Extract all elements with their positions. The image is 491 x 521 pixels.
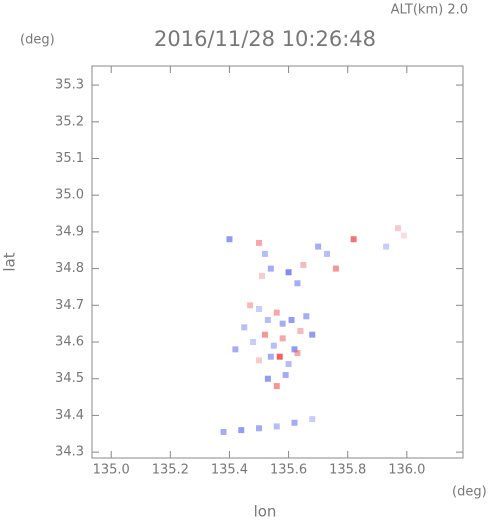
radar-cell — [273, 423, 280, 430]
radar-cell — [267, 353, 274, 360]
chart-title: 2016/11/28 10:26:48 — [154, 27, 376, 51]
x-tick-label: 135.6 — [270, 463, 307, 478]
radar-cell — [383, 243, 390, 250]
radar-cell — [400, 232, 407, 239]
y-tick-label: 34.6 — [55, 335, 84, 350]
radar-cell — [226, 236, 233, 243]
x-axis-label: lon — [254, 503, 277, 521]
x-tick-label: 136.0 — [388, 463, 425, 478]
radar-cell — [288, 316, 295, 323]
y-tick-label: 35.2 — [55, 114, 84, 129]
radar-cell — [241, 324, 248, 331]
radar-cell — [256, 425, 263, 432]
radar-cell — [297, 328, 304, 335]
radar-cell — [294, 280, 301, 287]
x-unit: (deg) — [452, 485, 487, 500]
y-tick-label: 35.1 — [55, 151, 84, 166]
radar-cell — [309, 416, 316, 423]
y-tick-label: 35.3 — [55, 78, 84, 93]
radar-cell — [247, 302, 254, 309]
radar-cell — [264, 375, 271, 382]
plot-frame — [91, 65, 464, 459]
radar-cell — [303, 313, 310, 320]
radar-cell — [294, 350, 301, 357]
y-axis-label: lat — [1, 252, 19, 271]
radar-cell — [350, 236, 357, 243]
radar-cell — [261, 250, 268, 257]
radar-cell — [261, 331, 268, 338]
radar-cell — [256, 239, 263, 246]
y-tick-label: 34.8 — [55, 261, 84, 276]
radar-cell — [285, 269, 292, 276]
radar-cell — [232, 346, 239, 353]
y-tick-label: 34.7 — [55, 298, 84, 313]
radar-cell — [267, 265, 274, 272]
altitude-label: ALT(km) 2.0 — [391, 3, 468, 18]
radar-cell — [291, 419, 298, 426]
radar-cell — [291, 346, 298, 353]
radar-cell — [258, 272, 265, 279]
radar-cell — [332, 265, 339, 272]
radar-cell — [394, 225, 401, 232]
y-tick-label: 34.5 — [55, 371, 84, 386]
x-tick-label: 135.2 — [152, 463, 189, 478]
radar-cell — [282, 372, 289, 379]
radar-cell — [279, 320, 286, 327]
radar-cell — [273, 309, 280, 316]
radar-cell — [256, 357, 263, 364]
x-tick-label: 135.0 — [93, 463, 130, 478]
radar-cell — [220, 428, 227, 435]
radar-cell — [279, 335, 286, 342]
x-tick-label: 135.4 — [211, 463, 248, 478]
y-tick-label: 34.3 — [55, 445, 84, 460]
radar-cell — [309, 331, 316, 338]
y-tick-label: 35.0 — [55, 188, 84, 203]
radar-cell — [273, 383, 280, 390]
radar-cell — [270, 342, 277, 349]
y-tick-label: 34.4 — [55, 408, 84, 423]
y-unit: (deg) — [20, 33, 55, 48]
x-tick-label: 135.8 — [329, 463, 366, 478]
radar-cell — [315, 243, 322, 250]
radar-cell — [276, 353, 283, 360]
y-tick-label: 34.9 — [55, 224, 84, 239]
radar-cell — [256, 305, 263, 312]
radar-cell — [264, 316, 271, 323]
radar-cell — [285, 361, 292, 368]
radar-cell — [250, 339, 257, 346]
radar-cell — [300, 261, 307, 268]
radar-cell — [324, 250, 331, 257]
radar-cell — [238, 427, 245, 434]
